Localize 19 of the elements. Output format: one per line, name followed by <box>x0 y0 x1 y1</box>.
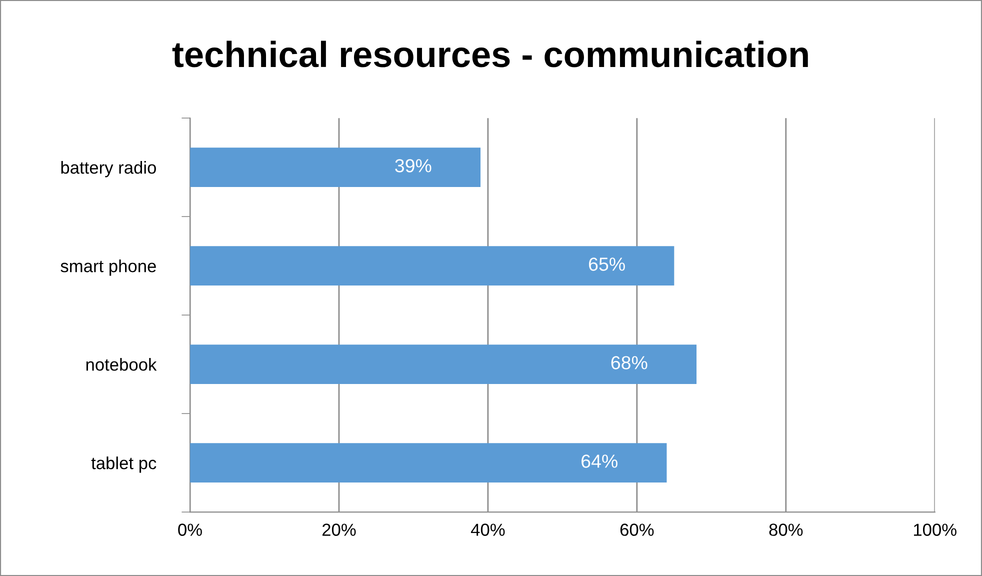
chart-title: technical resources - communication <box>172 40 808 68</box>
y-tick-label: notebook <box>86 358 157 371</box>
y-tick-label: tablet pc <box>91 456 156 473</box>
data-label: 39% <box>395 159 432 172</box>
data-label: 68% <box>611 356 648 370</box>
x-tick-label: 0% <box>178 524 202 536</box>
y-tick-label: smart phone <box>60 260 156 276</box>
x-tick-label: 80% <box>769 524 803 536</box>
y-tick-label: battery radio <box>61 161 156 178</box>
x-tick-label: 100% <box>914 524 956 536</box>
data-label: 64% <box>582 454 618 468</box>
x-tick-label: 20% <box>322 524 356 536</box>
data-label: 65% <box>589 258 625 271</box>
bar <box>190 246 674 286</box>
bar <box>190 148 481 188</box>
x-tick-label: 60% <box>620 524 654 536</box>
bar <box>190 443 667 483</box>
bar <box>190 344 697 384</box>
x-tick-label: 40% <box>470 524 505 536</box>
